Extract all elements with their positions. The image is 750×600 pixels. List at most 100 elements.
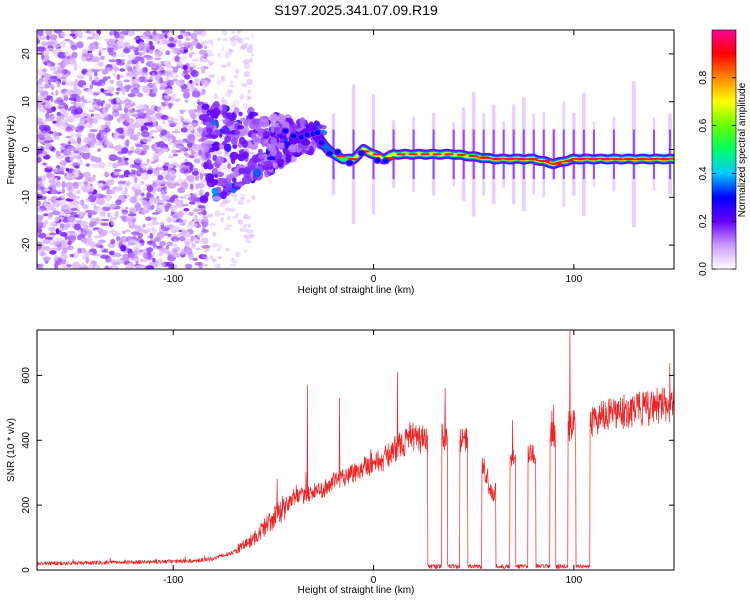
spectrogram-cell <box>104 138 109 142</box>
spectrogram-cell <box>136 111 144 116</box>
spectrogram-cell <box>142 164 146 171</box>
spectrogram-cell <box>183 208 190 212</box>
spectrogram-cell <box>69 253 75 258</box>
spectrogram-cell <box>186 175 194 182</box>
spectrogram-cell <box>125 63 132 70</box>
spectrogram-cell <box>181 88 186 93</box>
spectrogram-cell <box>247 229 254 234</box>
track-blob <box>345 159 354 167</box>
spectrogram-cell <box>154 50 163 57</box>
spectrogram-cell <box>87 50 93 54</box>
spectrogram-cell <box>242 59 250 65</box>
spectrogram-cell <box>111 264 117 269</box>
spectrogram-cell <box>75 143 80 149</box>
spectrogram-cell <box>184 88 190 93</box>
spectrogram-cell <box>119 35 124 39</box>
spectrogram-cell <box>181 54 187 61</box>
spectrogram-cell <box>191 59 200 62</box>
spectrogram-cell <box>186 142 193 148</box>
spectrogram-cell <box>143 78 148 84</box>
spectrogram-cell <box>209 222 217 227</box>
x-tick-label: 0 <box>371 274 377 285</box>
spectrogram-cell <box>247 47 253 51</box>
spectrogram-cell <box>119 113 127 120</box>
spectrogram-cell <box>285 153 292 164</box>
spectrogram-cell <box>231 104 237 108</box>
spectrogram-cell <box>93 98 98 102</box>
spectrogram-y-axis-label: Frequency (Hz) <box>6 116 17 185</box>
x-tick-label: -100 <box>163 575 183 586</box>
spectrogram-cell <box>201 88 206 95</box>
spectrogram-cell <box>70 132 75 139</box>
spectrogram-cell <box>196 104 202 111</box>
x-tick-label: 100 <box>565 575 582 586</box>
spectrogram-cell <box>154 105 158 112</box>
spectrogram-cell <box>39 79 43 82</box>
spectrogram-cell <box>138 228 146 233</box>
spectrogram-cell <box>100 88 105 93</box>
spectrogram-cell <box>222 199 228 204</box>
spectrogram-cell <box>117 105 122 111</box>
spectrogram-cell <box>193 238 202 243</box>
spectrogram-cell <box>193 214 198 220</box>
spectrogram-cell <box>224 51 232 58</box>
spectrogram-cell <box>69 33 76 37</box>
spectrogram-cell <box>173 253 181 258</box>
spectrogram-cell <box>70 101 75 105</box>
spectrogram-cell <box>142 144 150 151</box>
spectrogram-cell <box>183 152 189 156</box>
spectrogram-cell <box>243 249 248 254</box>
spectrogram-cell <box>277 114 286 124</box>
spectrogram-cell <box>196 247 201 251</box>
spectrogram-cell <box>104 265 110 269</box>
spectrogram-cell <box>88 190 93 197</box>
spectrogram-cell <box>42 58 50 62</box>
spectrogram-cell <box>150 129 159 133</box>
spectrogram-cell <box>161 189 165 196</box>
spectrogram-cell <box>151 221 160 226</box>
spectrogram-cell <box>156 261 165 268</box>
spectrogram-cell <box>127 173 137 178</box>
spectrogram-cell <box>94 115 104 120</box>
spectrogram-cell <box>134 264 143 269</box>
spectrogram-cell <box>68 56 76 62</box>
spectrogram-cell <box>179 30 185 36</box>
spectrogram-cell <box>190 183 194 190</box>
spectrogram-cell <box>153 156 159 160</box>
spectrogram-cell <box>46 34 50 41</box>
spectrogram-cell <box>213 107 221 117</box>
spectrogram-cell <box>171 194 179 199</box>
spectrogram-cell <box>129 163 136 168</box>
y-tick-label: 0 <box>21 146 32 152</box>
spectrogram-cell <box>100 254 109 259</box>
spectrogram-cell <box>73 88 81 94</box>
spectrogram-cell <box>49 75 58 80</box>
spectrogram-cell <box>37 153 46 157</box>
dominant-frequency-track <box>281 125 674 170</box>
spectrogram-cell <box>253 137 262 143</box>
spectrogram-cell <box>116 40 125 45</box>
spectrogram-cell <box>194 174 200 182</box>
spectrogram-cell <box>164 95 170 99</box>
spectrogram-cell <box>79 247 87 254</box>
spectrogram-cell <box>93 71 98 77</box>
spectrogram-cell <box>93 32 100 41</box>
spectrogram-cell <box>240 193 247 197</box>
spectrogram-cell <box>117 135 125 139</box>
spectrogram-cell <box>85 163 91 167</box>
colorbar-tick-label: 0.4 <box>698 166 709 180</box>
spectrogram-cell <box>113 172 118 176</box>
colorbar-tick-label: 0.6 <box>698 118 709 132</box>
spectrogram-cell <box>81 263 86 267</box>
spectrogram-cell <box>181 229 187 236</box>
spectrogram-cell <box>158 66 165 71</box>
spectrogram-cell <box>122 41 131 49</box>
spectrogram-cell <box>201 221 209 227</box>
spectrogram-cell <box>79 118 85 125</box>
spectrogram-cell <box>191 70 199 78</box>
spectrogram-cell <box>184 99 189 103</box>
spectrogram-cell <box>113 262 121 266</box>
spectrogram-cell <box>124 99 133 105</box>
spectrogram-cell <box>104 140 113 146</box>
spectrogram-cell <box>103 230 109 235</box>
